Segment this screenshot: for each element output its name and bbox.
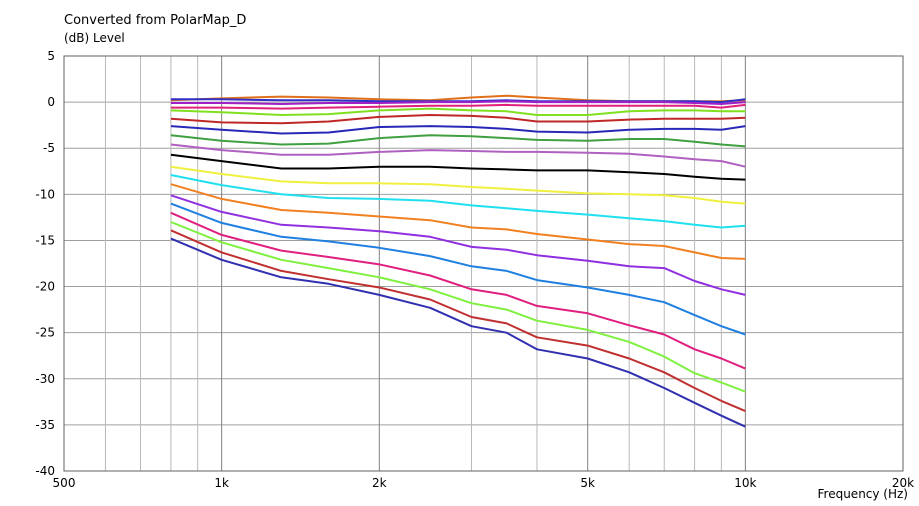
series-line-15 <box>170 202 746 336</box>
x-tick-label: 10k <box>734 476 756 490</box>
y-tick-label: -25 <box>35 326 55 340</box>
series-line-4 <box>170 103 746 110</box>
y-tick-label: -30 <box>35 372 55 386</box>
y-tick-label: 0 <box>47 95 55 109</box>
x-tick-label: 5k <box>580 476 595 490</box>
y-tick-label: -40 <box>35 464 55 478</box>
y-tick-label: 5 <box>47 49 55 63</box>
grid-lines <box>63 55 904 472</box>
plot-border <box>63 55 904 472</box>
x-tick-label: 2k <box>372 476 387 490</box>
y-tick-label: -20 <box>35 280 55 294</box>
series-line-10 <box>170 153 746 181</box>
series-line-5 <box>170 107 746 116</box>
series-line-6 <box>170 114 746 125</box>
y-tick-label: -10 <box>35 187 55 201</box>
series-line-11 <box>170 165 746 205</box>
x-tick-label: 500 <box>53 476 76 490</box>
chart-title: Converted from PolarMap_D <box>64 13 247 28</box>
series-line-9 <box>170 143 746 168</box>
x-tick-label: 1k <box>214 476 229 490</box>
series-line-17 <box>170 221 746 393</box>
series-line-7 <box>170 125 746 135</box>
series-line-3 <box>170 100 746 105</box>
series-line-12 <box>170 174 746 229</box>
y-tick-label: -35 <box>35 418 55 432</box>
series-line-13 <box>170 183 746 260</box>
y-tick-label: -15 <box>35 233 55 247</box>
y-axis-label: (dB) Level <box>64 31 125 45</box>
series-line-8 <box>170 134 746 148</box>
series-line-19 <box>170 237 746 428</box>
x-tick-label: 20k <box>892 476 914 490</box>
series-line-18 <box>170 229 746 413</box>
series-line-14 <box>170 194 746 296</box>
x-axis-label: Frequency (Hz) <box>817 487 909 501</box>
plot-frame <box>63 55 904 472</box>
y-tick-label: -5 <box>43 141 55 155</box>
series-lines <box>170 94 746 428</box>
series-line-16 <box>170 211 746 370</box>
